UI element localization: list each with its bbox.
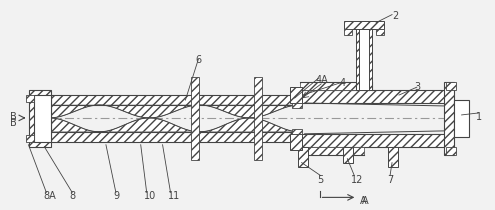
Bar: [292, 129, 301, 134]
Bar: [50, 95, 299, 105]
Bar: [376, 29, 384, 35]
Text: 4: 4: [340, 78, 346, 88]
Bar: [344, 147, 353, 163]
Text: 3: 3: [414, 82, 420, 92]
Text: 7: 7: [387, 175, 394, 185]
Text: 1: 1: [476, 112, 482, 122]
Bar: [453, 100, 469, 137]
Bar: [29, 90, 51, 147]
Bar: [446, 82, 455, 90]
Bar: [192, 77, 199, 160]
Text: 8A: 8A: [44, 192, 56, 201]
Bar: [299, 82, 364, 90]
Bar: [345, 29, 352, 35]
Bar: [299, 147, 364, 155]
Text: 11: 11: [167, 192, 180, 201]
Text: B: B: [9, 112, 16, 122]
Bar: [446, 147, 455, 155]
Polygon shape: [50, 118, 299, 132]
Bar: [356, 29, 372, 90]
Bar: [50, 132, 299, 142]
Bar: [26, 95, 35, 102]
Text: 5: 5: [317, 175, 324, 185]
Bar: [444, 82, 453, 155]
Bar: [26, 135, 35, 142]
Bar: [388, 147, 398, 167]
Bar: [299, 90, 446, 103]
Text: 8: 8: [69, 192, 75, 201]
Text: 12: 12: [351, 175, 364, 185]
Text: A: A: [360, 196, 367, 206]
Bar: [290, 134, 301, 150]
Text: B: B: [9, 118, 16, 128]
Text: 6: 6: [196, 55, 201, 65]
Text: 2: 2: [392, 11, 398, 21]
Text: 4A: 4A: [315, 75, 328, 85]
Bar: [35, 95, 51, 142]
Text: 10: 10: [144, 192, 156, 201]
Text: 9: 9: [113, 192, 119, 201]
Bar: [290, 87, 301, 103]
Bar: [292, 103, 301, 108]
Bar: [299, 134, 446, 147]
Bar: [359, 29, 369, 90]
Text: A: A: [362, 196, 369, 206]
Bar: [345, 21, 384, 29]
Bar: [297, 147, 307, 167]
Polygon shape: [50, 105, 299, 118]
Bar: [254, 77, 262, 160]
